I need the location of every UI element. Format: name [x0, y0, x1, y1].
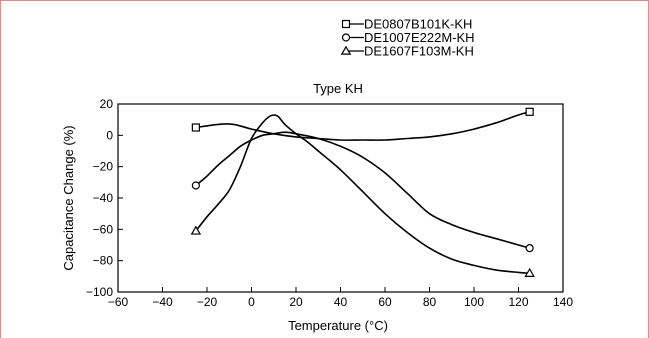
data-point-circle — [191, 181, 200, 190]
x-tick-label: 80 — [423, 295, 437, 309]
plot-area — [117, 103, 564, 293]
legend-marker-square — [341, 19, 351, 29]
series-lines — [195, 111, 530, 274]
legend: DE0807B101K-KHDE1007E222M-KHDE1607F103M-… — [340, 17, 475, 59]
chart-title: Type KH — [313, 81, 363, 96]
y-tick-label: −40 — [93, 191, 114, 205]
data-point-circle — [525, 244, 534, 253]
legend-label: DE1007E222M-KH — [364, 30, 475, 45]
y-tick-label: 0 — [106, 128, 113, 142]
series-markers — [190, 107, 535, 277]
legend-label: DE0807B101K-KH — [364, 17, 472, 32]
y-tick-label: 20 — [100, 97, 114, 111]
data-point-triangle — [190, 225, 202, 235]
legend-label: DE1607F103M-KH — [364, 44, 474, 59]
series-line-DE1007E222M-KH — [195, 131, 530, 249]
legend-marker-triangle — [340, 45, 352, 55]
x-tick-label: 20 — [289, 295, 303, 309]
y-tick-label: −60 — [93, 222, 114, 236]
series-line-DE0807B101K-KH — [195, 111, 530, 141]
legend-marker-circle — [341, 33, 351, 42]
x-tick-label: 40 — [334, 295, 348, 309]
data-point-triangle — [524, 267, 535, 277]
y-tick-label: −80 — [93, 254, 114, 268]
data-point-square — [191, 123, 200, 132]
x-axis-label: Temperature (°C) — [288, 318, 388, 333]
x-tick-label: −40 — [152, 295, 173, 309]
x-tick-label: 0 — [248, 295, 255, 309]
x-tick-label: 100 — [464, 295, 484, 309]
y-axis-label: Capacitance Change (%) — [61, 125, 76, 270]
x-tick-label: −60 — [108, 295, 129, 309]
x-tick-label: 60 — [378, 295, 392, 309]
x-tick-label: 140 — [553, 295, 573, 309]
data-point-square — [525, 107, 534, 116]
x-tick-label: 120 — [508, 295, 528, 309]
series-line-DE1607F103M-KH — [195, 114, 530, 274]
x-tick-label: −20 — [197, 295, 218, 309]
y-tick-label: −100 — [86, 285, 113, 299]
axis-ticks: −60 −40 −20 0 20 40 60 80 100 120 140200−20−40−60−… — [86, 97, 573, 309]
y-tick-label: −20 — [93, 160, 114, 174]
